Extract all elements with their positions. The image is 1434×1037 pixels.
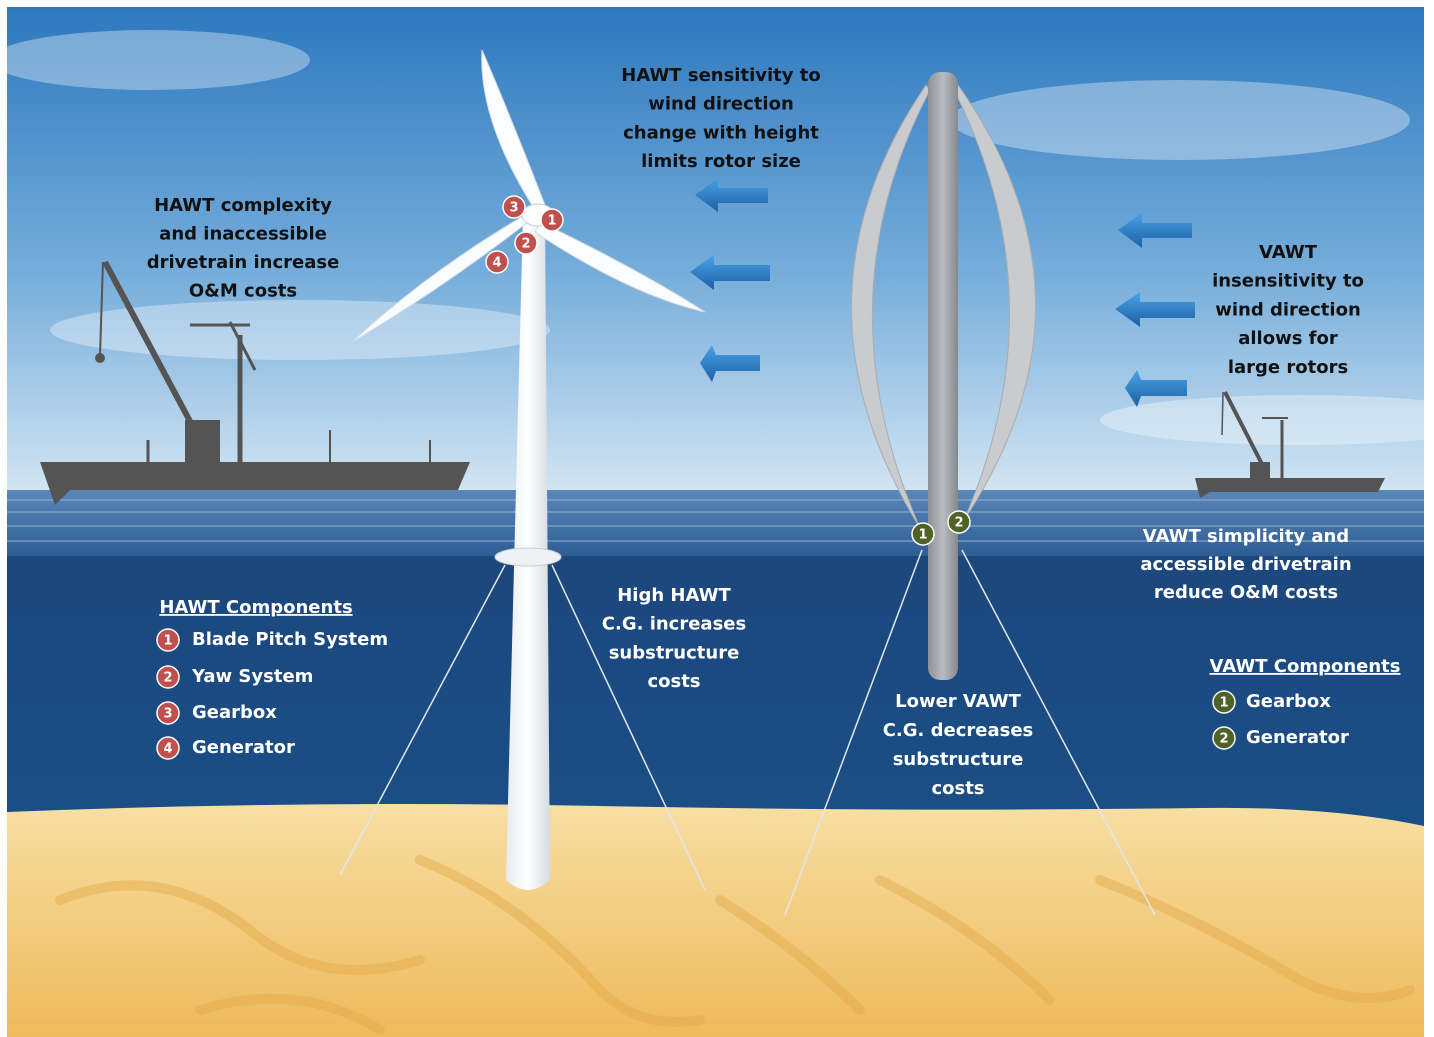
legend-label: Gearbox xyxy=(1246,691,1331,712)
annotation-line: costs xyxy=(647,671,700,692)
component-marker xyxy=(540,208,564,232)
annotation-line: large rotors xyxy=(1228,357,1348,378)
component-number: 3 xyxy=(163,707,172,722)
wind-arrow xyxy=(1115,292,1195,327)
component-marker xyxy=(1212,726,1236,750)
component-marker xyxy=(502,195,526,219)
legend-label: Generator xyxy=(192,737,295,758)
annotation-line: C.G. decreases xyxy=(883,720,1034,741)
annotation-line: substructure xyxy=(609,642,740,663)
component-number: 1 xyxy=(918,528,927,543)
annotation-line: accessible drivetrain xyxy=(1140,554,1351,575)
component-marker xyxy=(911,522,935,546)
component-number: 1 xyxy=(163,634,172,649)
annotation-line: High HAWT xyxy=(617,585,731,606)
component-marker xyxy=(947,510,971,534)
annotation-line: insensitivity to xyxy=(1212,271,1364,292)
annotation-line: change with height xyxy=(623,122,819,143)
annotation-line: VAWT xyxy=(1259,242,1318,263)
component-marker xyxy=(1212,690,1236,714)
component-number: 1 xyxy=(1219,696,1228,711)
annotation-line: substructure xyxy=(893,749,1024,770)
legend-label: Yaw System xyxy=(191,666,313,687)
component-marker xyxy=(156,628,180,652)
legend-title: HAWT Components xyxy=(159,597,352,618)
wind-arrow xyxy=(700,345,760,382)
right-ship xyxy=(1195,391,1385,498)
component-number: 2 xyxy=(954,516,963,531)
annotation-line: Lower VAWT xyxy=(895,691,1022,712)
legend-label: Gearbox xyxy=(192,702,277,723)
annotation-line: HAWT complexity xyxy=(154,195,332,216)
hawt-turbine xyxy=(339,49,706,891)
annotation-line: and inaccessible xyxy=(159,224,327,245)
background xyxy=(0,7,1434,1037)
wind-arrow xyxy=(690,255,770,290)
annotation-line: drivetrain increase xyxy=(147,252,340,273)
component-number: 4 xyxy=(163,742,172,757)
legend-title: VAWT Components xyxy=(1210,656,1401,677)
left-ship xyxy=(40,260,470,505)
annotation-line: costs xyxy=(931,778,984,799)
annotation-line: allows for xyxy=(1238,328,1338,349)
annotation-line: wind direction xyxy=(648,94,794,115)
annotation-line: O&M costs xyxy=(189,281,297,302)
component-marker xyxy=(156,701,180,725)
component-number: 3 xyxy=(509,201,518,216)
annotation-line: C.G. increases xyxy=(602,614,746,635)
wind-arrow xyxy=(1125,370,1187,407)
component-marker xyxy=(514,231,538,255)
component-number: 2 xyxy=(163,671,172,686)
annotation-line: wind direction xyxy=(1215,299,1361,320)
component-number: 4 xyxy=(492,256,501,271)
annotation-line: HAWT sensitivity to xyxy=(621,65,820,86)
component-marker xyxy=(156,665,180,689)
legend-label: Generator xyxy=(1246,727,1349,748)
annotation-line: reduce O&M costs xyxy=(1154,582,1338,603)
annotation-line: limits rotor size xyxy=(641,151,801,172)
component-number: 2 xyxy=(521,237,530,252)
component-marker xyxy=(485,250,509,274)
component-marker xyxy=(156,736,180,760)
annotation-line: VAWT simplicity and xyxy=(1143,526,1349,547)
component-number: 2 xyxy=(1219,732,1228,747)
component-number: 1 xyxy=(547,214,556,229)
legend-label: Blade Pitch System xyxy=(192,629,388,650)
wind-arrow xyxy=(695,178,768,212)
wind-arrow xyxy=(1118,213,1192,248)
wind-arrows xyxy=(690,178,1195,407)
